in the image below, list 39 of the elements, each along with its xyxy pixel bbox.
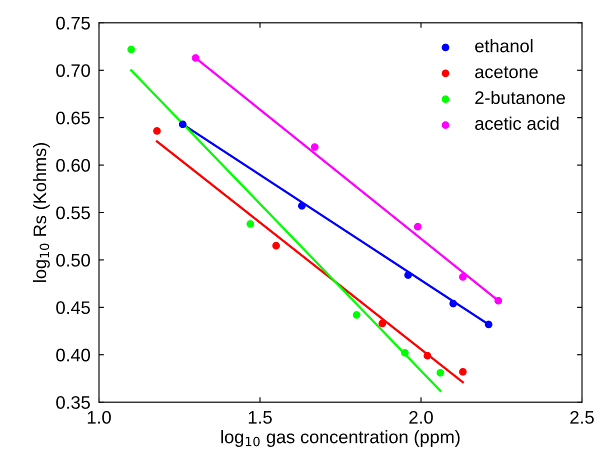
point [246,220,254,228]
x-tick-label: 2.0 [409,410,433,424]
point [424,352,432,360]
y-tick-label: 0.45 [56,301,90,314]
point [127,46,136,54]
y-tick-label: 0.55 [56,206,90,220]
y-tick-label: 0.50 [56,254,90,267]
y-tick-label: 0.65 [56,112,90,124]
legend-label: acetone [475,66,538,78]
legend-label: acetic acid [475,116,559,130]
y-tick-label: 0.75 [56,16,90,30]
point [404,271,412,279]
legend-label: ethanol [475,39,532,52]
x-tick-label: 2.5 [570,410,594,424]
x-tick-label: 1.5 [248,411,272,424]
y-tick-label: 0.70 [56,64,90,77]
point [310,143,319,151]
legend-label: 2-butanone [475,90,565,104]
point [484,320,492,328]
point [378,320,386,328]
point [153,127,161,135]
point [459,273,467,281]
y-axis-title: log$_{10}$ Rs (Kohms) [33,143,50,282]
y-tick-label: 0.35 [56,396,90,409]
point [401,349,409,357]
point [449,300,458,308]
point [352,311,360,319]
point [178,120,187,128]
point [494,296,502,304]
point [192,54,200,62]
y-tick-label: 0.60 [56,159,90,172]
y-tick-label: 0.40 [56,348,90,362]
point [414,222,422,231]
point [272,242,280,250]
point [298,202,306,210]
x-tick-label: 1.0 [88,410,111,424]
x-axis-title: log$_{10}$ gas concentration (ppm) [221,430,460,447]
point [459,368,467,376]
point [436,368,444,377]
